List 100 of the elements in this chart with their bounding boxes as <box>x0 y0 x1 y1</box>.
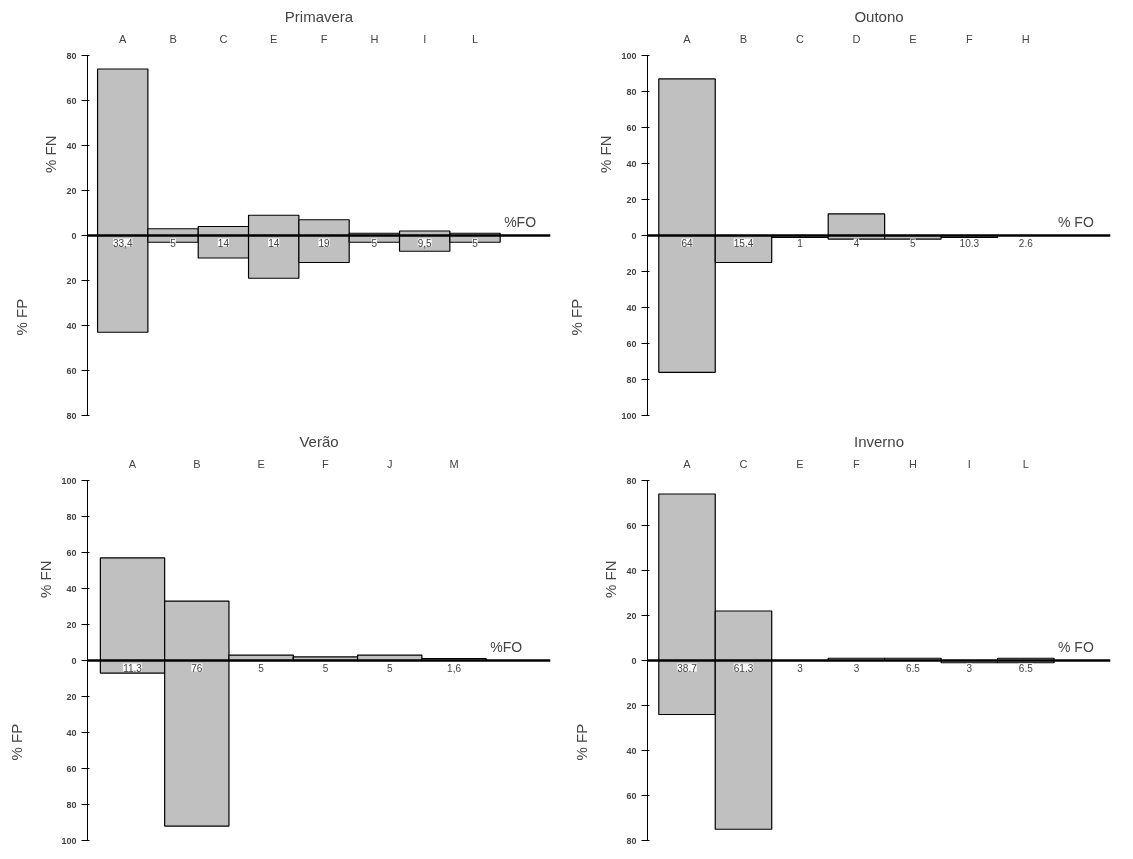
text: 5 <box>472 237 478 249</box>
y-tick-label: 80 <box>66 511 77 522</box>
text: 5 <box>386 662 393 674</box>
y-tick-label: 20 <box>626 700 637 711</box>
category-label: E <box>257 457 265 470</box>
text: 61.3 <box>733 662 754 674</box>
category-label: A <box>128 457 137 470</box>
category-label: L <box>1022 457 1029 470</box>
y-tick-label: 40 <box>626 302 637 313</box>
y-tick-label: 0 <box>71 655 77 666</box>
y-tick-label: 40 <box>626 745 637 756</box>
text: 64 <box>681 237 693 249</box>
y-tick-label: 80 <box>626 475 637 486</box>
y-tick-label: 60 <box>66 547 77 558</box>
text: 38.7 <box>677 662 697 674</box>
y-tick-label: 100 <box>61 835 77 846</box>
y-tick-label: 100 <box>61 475 77 486</box>
text: 11.3 <box>123 662 142 674</box>
category-label: L <box>471 32 479 45</box>
x-axis-title: % FO <box>1058 213 1094 230</box>
y-tick-label: 20 <box>66 691 77 702</box>
y-tick-label: 40 <box>626 158 637 169</box>
text: 5 <box>910 237 916 249</box>
y-tick-label: 80 <box>626 374 637 385</box>
y-axis-title: % FN <box>596 135 614 173</box>
chart-title: Primavera <box>284 7 354 25</box>
chart-title: Inverno <box>853 432 905 450</box>
text: 2.6 <box>1018 237 1033 249</box>
text: 5 <box>170 237 176 249</box>
text: 14 <box>217 237 229 249</box>
text: % FP <box>7 723 25 761</box>
y-axis-title: % FN <box>36 560 54 598</box>
category-label: E <box>796 457 804 470</box>
text: 5 <box>371 237 378 249</box>
text: 19 <box>318 237 330 249</box>
x-axis-title: %FO <box>504 213 537 230</box>
x-axis-title: % FO <box>1058 638 1094 655</box>
category-label: E <box>270 32 278 45</box>
y-tick-label: 40 <box>626 565 637 576</box>
y-tick-label: 80 <box>66 50 77 61</box>
y-axis-title: % FN <box>41 135 59 173</box>
category-label: J <box>386 457 393 470</box>
y-tick-label: 80 <box>66 799 77 810</box>
x-axis-title: %FO <box>490 638 523 655</box>
y-tick-label: 0 <box>631 655 637 666</box>
y-tick-label: 40 <box>66 140 77 151</box>
text: 9,5 <box>417 237 432 249</box>
y-tick-label: 60 <box>626 790 637 801</box>
category-label: F <box>853 457 860 470</box>
text: 76 <box>191 662 203 674</box>
y-tick-label: 60 <box>626 338 637 349</box>
y-tick-label: 40 <box>66 320 77 331</box>
category-label: M <box>449 457 459 470</box>
text: 6.5 <box>905 662 920 674</box>
category-label: B <box>739 32 748 45</box>
category-label: A <box>683 457 691 470</box>
y-axis-title: % FN <box>601 560 619 598</box>
text: 6.5 <box>1018 662 1033 674</box>
text: % FP <box>12 298 30 336</box>
text: 1 <box>797 237 803 249</box>
y-tick-label: 60 <box>66 763 77 774</box>
text: % FP <box>572 723 590 761</box>
text: 33,4 <box>113 237 133 249</box>
category-label: B <box>169 32 177 45</box>
y-tick-label: 20 <box>626 266 637 277</box>
text: 5 <box>258 662 264 674</box>
y-tick-label: 20 <box>66 619 77 630</box>
y-tick-label: 40 <box>66 583 77 594</box>
category-label: H <box>908 457 917 470</box>
text: % FP <box>567 298 585 336</box>
category-label: A <box>119 32 127 45</box>
y-tick-label: 80 <box>626 835 637 846</box>
y-tick-label: 80 <box>66 410 77 421</box>
category-label: I <box>423 32 427 45</box>
category-label: C <box>219 32 228 45</box>
y-tick-label: 0 <box>71 230 77 241</box>
y-tick-label: 60 <box>626 520 637 531</box>
category-label: B <box>193 457 201 470</box>
category-label: H <box>370 32 379 45</box>
y-tick-label: 80 <box>626 86 637 97</box>
y-tick-label: 20 <box>626 194 637 205</box>
category-label: I <box>967 457 971 470</box>
y-tick-label: 20 <box>626 610 637 621</box>
y-tick-label: 60 <box>66 365 77 376</box>
y-tick-label: 100 <box>621 410 637 421</box>
y-tick-label: 0 <box>631 230 637 241</box>
text: 5 <box>322 662 329 674</box>
chart-title: Outono <box>854 7 904 25</box>
category-label: E <box>909 32 917 45</box>
y-tick-label: 100 <box>621 50 637 61</box>
text: 3 <box>797 662 803 674</box>
text: 3 <box>966 662 973 674</box>
chart-title: Verão <box>299 432 339 450</box>
y-tick-label: 20 <box>66 275 77 286</box>
y-tick-label: 20 <box>66 185 77 196</box>
text: 4 <box>853 237 860 249</box>
text: 14 <box>268 237 280 249</box>
category-label: D <box>852 32 861 45</box>
category-label: F <box>965 32 973 45</box>
y-tick-label: 40 <box>66 727 77 738</box>
